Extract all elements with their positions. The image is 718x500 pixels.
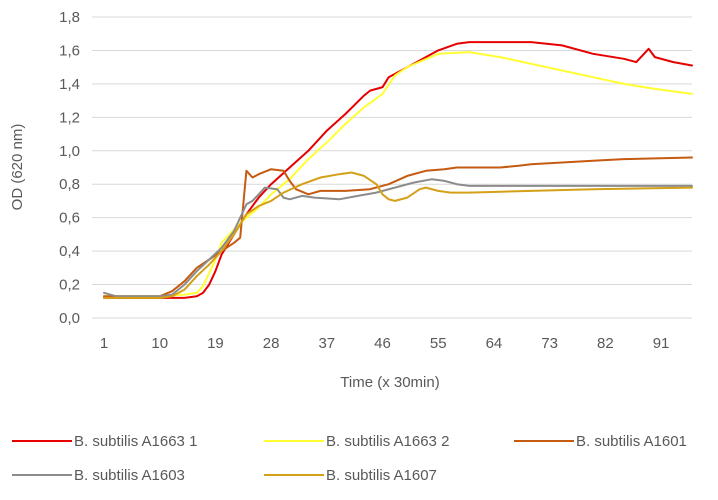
y-tick-label: 0,6: [59, 210, 80, 227]
y-tick-label: 0,8: [59, 176, 80, 193]
series-line: [103, 51, 693, 298]
series-line: [103, 41, 693, 299]
legend-label: B. subtilis A1663 1: [74, 433, 197, 450]
series-line: [103, 156, 693, 298]
legend: B. subtilis A1663 1 B. subtilis A1663 2 B.…: [12, 433, 687, 484]
x-tick-label: 82: [597, 335, 614, 352]
y-tick-label: 1,6: [59, 42, 80, 59]
legend-label: B. subtilis A1663 2: [326, 433, 449, 450]
y-tick-label: 0,0: [59, 310, 80, 327]
y-tick-labels: 0,0 0,2 0,4 0,6 0,8 1,0 1,2 1,4 1,6 1,8: [59, 9, 80, 327]
y-tick-label: 1,8: [59, 9, 80, 26]
y-tick-label: 1,0: [59, 143, 80, 160]
x-tick-label: 37: [318, 335, 335, 352]
x-tick-label: 1: [100, 335, 108, 352]
legend-item: B. subtilis A1601: [514, 433, 687, 450]
y-axis-label: OD (620 nm): [9, 124, 26, 211]
y-tick-label: 1,4: [59, 76, 80, 93]
x-tick-label: 19: [207, 335, 224, 352]
legend-item: B. subtilis A1663 1: [12, 433, 197, 450]
legend-label: B. subtilis A1607: [326, 467, 437, 484]
legend-item: B. subtilis A1663 2: [264, 433, 449, 450]
series-line: [103, 171, 693, 299]
x-tick-label: 91: [653, 335, 670, 352]
y-tick-label: 0,4: [59, 243, 80, 260]
legend-label: B. subtilis A1601: [576, 433, 687, 450]
x-tick-label: 64: [486, 335, 503, 352]
x-axis-label: Time (x 30min): [340, 374, 439, 391]
grid-lines: [92, 16, 692, 286]
legend-item: B. subtilis A1607: [264, 467, 437, 484]
x-tick-label: 55: [430, 335, 447, 352]
legend-item: B. subtilis A1603: [12, 467, 185, 484]
y-tick-label: 1,2: [59, 109, 80, 126]
series-lines: [103, 41, 693, 299]
x-tick-label: 73: [541, 335, 558, 352]
x-tick-label: 28: [263, 335, 280, 352]
x-tick-label: 10: [151, 335, 168, 352]
y-tick-label: 0,2: [59, 277, 80, 294]
x-tick-label: 46: [374, 335, 391, 352]
x-tick-labels: 1 10 19 28 37 46 55 64 73 82 91: [100, 335, 670, 352]
legend-label: B. subtilis A1603: [74, 467, 185, 484]
series-line: [103, 178, 693, 298]
